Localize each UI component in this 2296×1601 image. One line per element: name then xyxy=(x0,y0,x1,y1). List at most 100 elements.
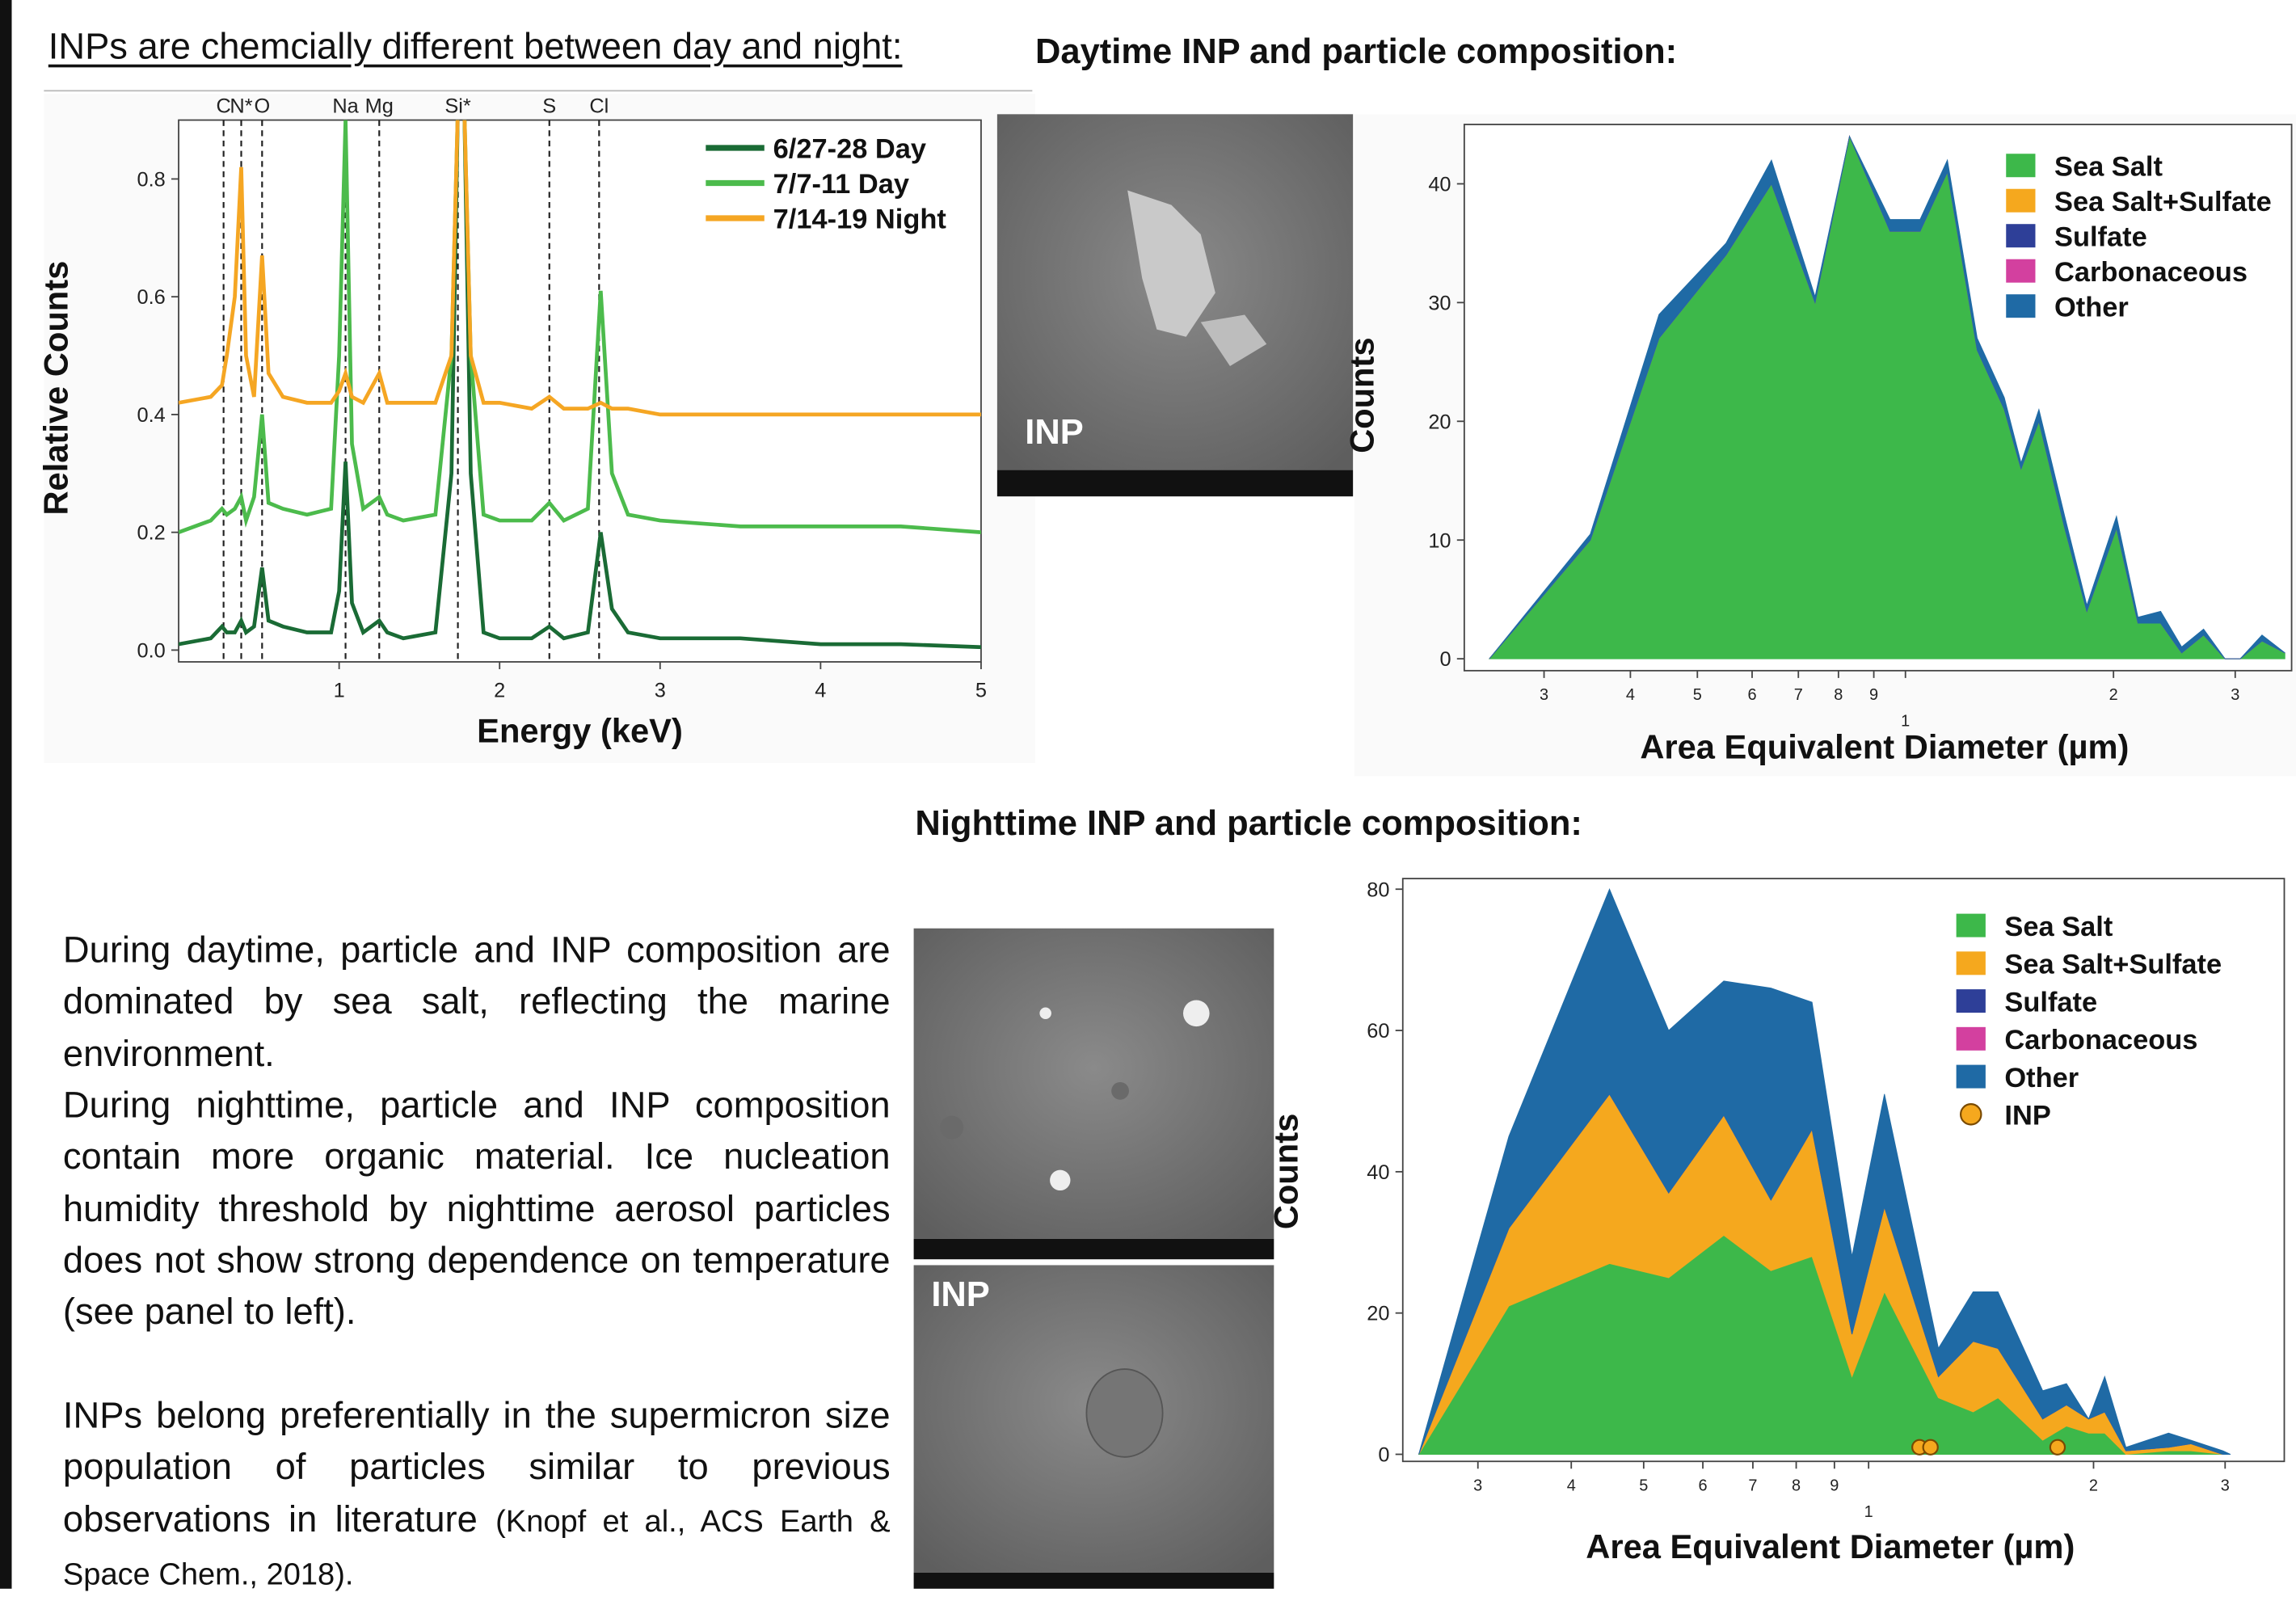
legend-label: INP xyxy=(2004,1101,2050,1131)
element-label: Cl xyxy=(589,95,609,118)
area xyxy=(1489,135,2285,659)
inp-marker xyxy=(1922,1439,1939,1456)
y-tick-label: 0.0 xyxy=(137,639,165,662)
header: INPs are chemcially different between da… xyxy=(48,26,903,68)
x-tick-label: 1 xyxy=(334,679,345,701)
x-tick-label: 4 xyxy=(815,679,826,701)
sem-image: INP xyxy=(913,1265,1274,1589)
legend-label: Other xyxy=(2004,1063,2079,1093)
sem-image xyxy=(913,928,1274,1260)
x-tick-label: 2 xyxy=(2089,1477,2098,1494)
x-axis-label: Area Equivalent Diameter (µm) xyxy=(1586,1527,2075,1565)
y-tick-label: 0.8 xyxy=(137,169,165,192)
legend-label: Other xyxy=(2054,292,2129,322)
paragraph-text: INPs belong preferentially in the superm… xyxy=(62,1395,891,1540)
area xyxy=(1418,888,2231,1455)
element-label: O xyxy=(254,95,270,118)
x-tick-label: 5 xyxy=(975,679,987,701)
x-tick-label: 4 xyxy=(1567,1477,1576,1494)
image-label: INP xyxy=(931,1275,989,1314)
y-tick-label: 0 xyxy=(1378,1444,1389,1467)
chart-title: Daytime INP and particle composition: xyxy=(1034,32,1678,72)
x-tick-label: 7 xyxy=(1748,1477,1757,1494)
x-tick-label: 5 xyxy=(1639,1477,1648,1494)
legend-label: Sulfate xyxy=(2004,987,2097,1017)
y-axis-label: Counts xyxy=(1266,1114,1304,1229)
x-tick-label: 6 xyxy=(1698,1477,1707,1494)
y-axis-label: Relative Counts xyxy=(36,261,74,516)
x-tick-label: 3 xyxy=(655,679,666,701)
x-tick-label: 2 xyxy=(2109,686,2118,704)
legend-swatch xyxy=(1956,951,1986,975)
x-tick-label: 1 xyxy=(1901,713,1910,731)
x-axis-label: Energy (keV) xyxy=(477,712,683,750)
sem-image: INP xyxy=(996,114,1354,497)
y-tick-label: 20 xyxy=(1367,1303,1389,1325)
data-line xyxy=(179,120,981,417)
legend-swatch xyxy=(2006,188,2036,213)
legend-label: 7/14-19 Night xyxy=(773,204,947,235)
paragraph: During nighttime, particle and INP compo… xyxy=(62,1085,891,1333)
y-tick-label: 20 xyxy=(1428,411,1451,433)
legend-label: Sea Salt xyxy=(2054,151,2163,182)
x-tick-label: 6 xyxy=(1747,686,1756,704)
legend-label: Carbonaceous xyxy=(2054,257,2248,288)
y-tick-label: 30 xyxy=(1428,292,1451,314)
y-tick-label: 0.6 xyxy=(137,286,165,309)
y-tick-label: 0.2 xyxy=(137,522,165,545)
y-tick-label: 80 xyxy=(1367,878,1389,901)
legend-label: Sea Salt+Sulfate xyxy=(2054,187,2272,217)
x-axis-label: Area Equivalent Diameter (µm) xyxy=(1640,728,2129,766)
legend-swatch xyxy=(2006,294,2036,318)
x-tick-label: 8 xyxy=(1834,686,1843,704)
data-line xyxy=(179,120,981,650)
legend-swatch xyxy=(1956,989,1986,1013)
inp-marker xyxy=(2049,1439,2066,1456)
legend-swatch xyxy=(2006,224,2036,248)
legend-label: 7/7-11 Day xyxy=(773,169,909,200)
x-tick-label: 9 xyxy=(1869,686,1878,704)
legend-swatch xyxy=(1956,1026,1986,1051)
x-tick-label: 8 xyxy=(1792,1477,1801,1494)
y-tick-label: 10 xyxy=(1428,529,1451,552)
element-label: N* xyxy=(230,95,252,118)
element-label: S xyxy=(542,95,556,118)
legend-swatch xyxy=(2006,154,2036,178)
plot-frame xyxy=(178,119,982,663)
x-tick-label: 9 xyxy=(1830,1477,1839,1494)
x-tick-label: 4 xyxy=(1626,686,1635,704)
chart-title: Nighttime INP and particle composition: xyxy=(915,803,1582,844)
citation: (Knopf et al., ACS Earth & Space Chem., … xyxy=(62,1504,891,1592)
y-tick-label: 0 xyxy=(1439,648,1451,671)
element-label: Si* xyxy=(444,95,471,118)
element-label: Mg xyxy=(365,95,394,118)
data-line xyxy=(179,120,981,534)
x-tick-label: 3 xyxy=(1540,686,1548,704)
y-tick-label: 0.4 xyxy=(137,404,165,427)
legend-label: Sea Salt xyxy=(2004,912,2113,942)
legend-label: Sulfate xyxy=(2054,221,2147,252)
y-tick-label: 40 xyxy=(1367,1161,1389,1184)
legend-swatch xyxy=(1956,1064,1986,1089)
element-label: C xyxy=(216,95,230,118)
legend-swatch xyxy=(2006,259,2036,283)
x-tick-label: 3 xyxy=(2231,686,2239,704)
legend-label: Carbonaceous xyxy=(2004,1025,2197,1055)
paragraph: During daytime, particle and INP composi… xyxy=(62,929,891,1075)
legend-label: 6/27-28 Day xyxy=(773,134,926,165)
x-tick-label: 3 xyxy=(2221,1477,2230,1494)
legend-swatch xyxy=(1959,1103,1982,1126)
legend-swatch xyxy=(1956,913,1986,937)
x-tick-label: 1 xyxy=(1864,1503,1873,1521)
paragraph: INPs belong preferentially in the superm… xyxy=(63,1391,891,1600)
y-tick-label: 60 xyxy=(1367,1020,1389,1043)
side-bar xyxy=(0,0,12,1589)
x-tick-label: 2 xyxy=(494,679,505,701)
y-tick-label: 40 xyxy=(1428,174,1451,196)
image-label: INP xyxy=(1025,413,1083,452)
element-label: Na xyxy=(332,95,359,118)
y-axis-label: Counts xyxy=(1343,337,1381,453)
